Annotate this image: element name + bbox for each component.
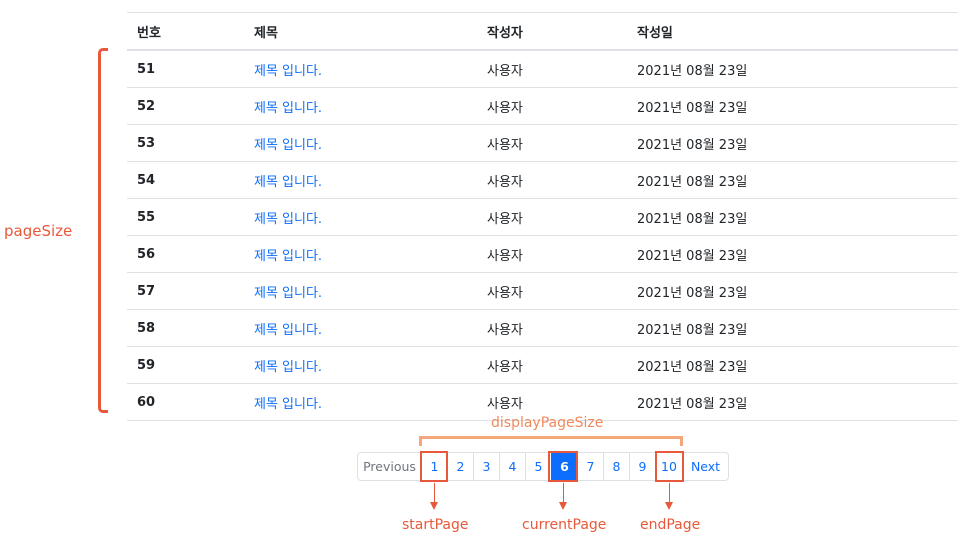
row-author: 사용자 (477, 309, 627, 347)
start-page-label: startPage (402, 517, 469, 533)
row-title-link[interactable]: 제목 입니다. (244, 309, 477, 347)
row-author: 사용자 (477, 235, 627, 273)
header-date: 작성일 (627, 12, 958, 51)
table-row: 54 제목 입니다. 사용자 2021년 08월 23일 (127, 161, 958, 199)
board-table: 번호 제목 작성자 작성일 51 제목 입니다. 사용자 2021년 08월 2… (127, 12, 958, 421)
page-link-6-active[interactable]: 6 (551, 452, 578, 481)
row-number: 51 (127, 50, 244, 88)
row-title-link[interactable]: 제목 입니다. (244, 346, 477, 384)
table-row: 57 제목 입니다. 사용자 2021년 08월 23일 (127, 272, 958, 310)
row-author: 사용자 (477, 124, 627, 162)
row-number: 59 (127, 346, 244, 384)
row-author: 사용자 (477, 87, 627, 125)
row-date: 2021년 08월 23일 (627, 198, 958, 236)
row-title-link[interactable]: 제목 입니다. (244, 235, 477, 273)
next-button[interactable]: Next (682, 452, 729, 481)
header-number: 번호 (127, 12, 244, 51)
current-page-arrow (563, 483, 564, 505)
row-number: 58 (127, 309, 244, 347)
end-page-label: endPage (640, 517, 701, 533)
page-link-7[interactable]: 7 (577, 452, 604, 481)
table-row: 58 제목 입니다. 사용자 2021년 08월 23일 (127, 309, 958, 347)
row-number: 56 (127, 235, 244, 273)
page-link-9[interactable]: 9 (629, 452, 656, 481)
table-header-row: 번호 제목 작성자 작성일 (127, 12, 958, 51)
table-row: 55 제목 입니다. 사용자 2021년 08월 23일 (127, 198, 958, 236)
header-title: 제목 (244, 12, 477, 51)
row-title-link[interactable]: 제목 입니다. (244, 161, 477, 199)
row-date: 2021년 08월 23일 (627, 161, 958, 199)
table-row: 59 제목 입니다. 사용자 2021년 08월 23일 (127, 346, 958, 384)
display-page-size-label: displayPageSize (491, 415, 604, 431)
row-date: 2021년 08월 23일 (627, 50, 958, 88)
row-author: 사용자 (477, 346, 627, 384)
end-page-arrowhead-icon (665, 502, 673, 510)
header-author: 작성자 (477, 12, 627, 51)
row-title-link[interactable]: 제목 입니다. (244, 124, 477, 162)
page-size-label: pageSize (4, 222, 73, 240)
page-link-4[interactable]: 4 (499, 452, 526, 481)
page-size-bracket (98, 48, 108, 413)
page-link-5[interactable]: 5 (525, 452, 552, 481)
row-author: 사용자 (477, 161, 627, 199)
pagination: Previous 1 2 3 4 5 6 7 8 9 10 Next (357, 452, 729, 481)
row-author: 사용자 (477, 50, 627, 88)
row-author: 사용자 (477, 383, 627, 421)
row-author: 사용자 (477, 198, 627, 236)
current-page-label: currentPage (522, 517, 607, 533)
page-link-2[interactable]: 2 (447, 452, 474, 481)
table-row: 56 제목 입니다. 사용자 2021년 08월 23일 (127, 235, 958, 273)
row-date: 2021년 08월 23일 (627, 309, 958, 347)
row-title-link[interactable]: 제목 입니다. (244, 87, 477, 125)
row-date: 2021년 08월 23일 (627, 383, 958, 421)
row-date: 2021년 08월 23일 (627, 272, 958, 310)
row-number: 57 (127, 272, 244, 310)
row-title-link[interactable]: 제목 입니다. (244, 272, 477, 310)
page-link-8[interactable]: 8 (603, 452, 630, 481)
table-row: 60 제목 입니다. 사용자 2021년 08월 23일 (127, 383, 958, 421)
table-row: 52 제목 입니다. 사용자 2021년 08월 23일 (127, 87, 958, 125)
page-link-10[interactable]: 10 (655, 452, 683, 481)
row-title-link[interactable]: 제목 입니다. (244, 383, 477, 421)
page-link-3[interactable]: 3 (473, 452, 500, 481)
previous-button[interactable]: Previous (357, 452, 422, 481)
row-title-link[interactable]: 제목 입니다. (244, 198, 477, 236)
current-page-arrowhead-icon (559, 502, 567, 510)
page-link-1[interactable]: 1 (421, 452, 448, 481)
row-date: 2021년 08월 23일 (627, 87, 958, 125)
row-number: 52 (127, 87, 244, 125)
row-number: 53 (127, 124, 244, 162)
start-page-arrow (434, 483, 435, 505)
row-title-link[interactable]: 제목 입니다. (244, 50, 477, 88)
table-row: 53 제목 입니다. 사용자 2021년 08월 23일 (127, 124, 958, 162)
row-date: 2021년 08월 23일 (627, 235, 958, 273)
display-page-size-bracket (419, 436, 683, 446)
end-page-arrow (669, 483, 670, 505)
row-number: 60 (127, 383, 244, 421)
start-page-arrowhead-icon (430, 502, 438, 510)
table-row: 51 제목 입니다. 사용자 2021년 08월 23일 (127, 50, 958, 88)
row-author: 사용자 (477, 272, 627, 310)
row-number: 54 (127, 161, 244, 199)
row-date: 2021년 08월 23일 (627, 124, 958, 162)
row-date: 2021년 08월 23일 (627, 346, 958, 384)
row-number: 55 (127, 198, 244, 236)
